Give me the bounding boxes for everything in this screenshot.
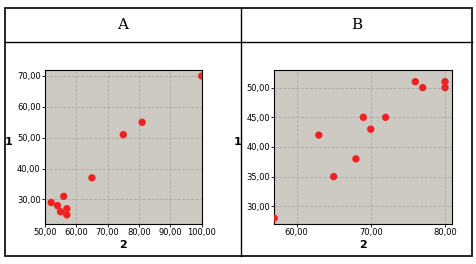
Point	[57, 210, 64, 214]
Point	[329, 175, 337, 179]
Point	[314, 133, 322, 137]
Point	[440, 86, 448, 90]
X-axis label: 2: 2	[119, 240, 127, 250]
Text: B: B	[350, 18, 361, 32]
Point	[119, 133, 127, 137]
Point	[411, 79, 418, 84]
Text: A: A	[117, 18, 128, 32]
Point	[418, 86, 426, 90]
Point	[63, 207, 70, 211]
Point	[198, 74, 205, 78]
Point	[270, 216, 278, 220]
Point	[88, 176, 96, 180]
X-axis label: 2: 2	[359, 240, 367, 250]
Point	[359, 115, 367, 119]
Point	[138, 120, 146, 124]
Y-axis label: 1: 1	[5, 137, 12, 147]
Point	[63, 213, 70, 217]
Point	[53, 204, 61, 208]
Y-axis label: 1: 1	[234, 137, 241, 147]
Point	[381, 115, 388, 119]
Point	[366, 127, 374, 131]
Point	[60, 194, 68, 199]
Point	[440, 79, 448, 84]
Point	[47, 200, 55, 205]
Point	[351, 157, 359, 161]
